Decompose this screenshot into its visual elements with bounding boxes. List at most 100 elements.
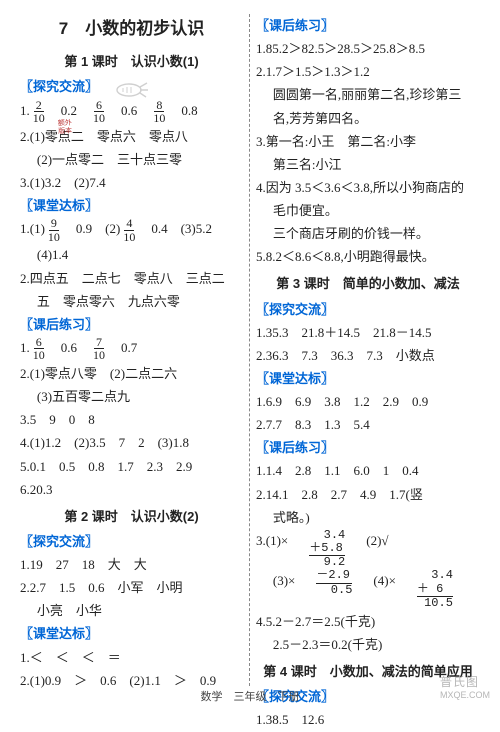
text: 0.6 bbox=[108, 103, 137, 118]
answer-line: 2.7.7 8.3 1.3 5.4 bbox=[256, 413, 480, 436]
text: 0.4 (3)5.2 bbox=[138, 221, 212, 236]
page: 7 小数的初步认识 第 1 课时 认识小数(1) 〖探究交流〗 1.210 0.… bbox=[0, 0, 500, 708]
section-kehou: 〖课后练习〗 bbox=[20, 313, 243, 336]
answer-line: 3.第一名:小王 第二名:小李 bbox=[256, 130, 480, 153]
answer-line: 圆圆第一名,丽丽第二名,珍珍第三 bbox=[256, 83, 480, 106]
numerator: 9 bbox=[49, 217, 59, 231]
numerator: 2 bbox=[34, 99, 44, 113]
denominator: 10 bbox=[121, 231, 137, 244]
answer-line: 2.14.1 2.8 2.7 4.9 1.7(竖 bbox=[256, 483, 480, 506]
lesson-3-title: 第 3 课时 简单的小数加、减法 bbox=[256, 272, 480, 295]
section-tanjiu: 〖探究交流〗 bbox=[256, 298, 480, 321]
numerator: 4 bbox=[124, 217, 134, 231]
item-prefix: 3.(1)× bbox=[256, 533, 301, 548]
answer-line: 1.6.9 6.9 3.8 1.2 2.9 0.9 bbox=[256, 390, 480, 413]
math-row: 9.2 bbox=[309, 555, 345, 569]
fraction: 210 bbox=[31, 99, 47, 125]
watermark-sub: MXQE.COM bbox=[440, 690, 490, 700]
math-row: －2.9 bbox=[316, 568, 350, 582]
math-row: ＋ 6 bbox=[417, 582, 451, 596]
denominator: 10 bbox=[91, 112, 107, 125]
text: 0.9 (2) bbox=[63, 221, 120, 236]
answer-line: 5.8.2＜8.6＜8.8,小明跑得最快。 bbox=[256, 245, 480, 268]
answer-line: 2.1.7＞1.5＞1.3＞1.2 bbox=[256, 60, 480, 83]
answer-line: 式略。) bbox=[256, 506, 480, 529]
carrot-icon bbox=[115, 75, 149, 101]
text: (2)√ bbox=[353, 533, 388, 548]
answer-line: 1.1.4 2.8 1.1 6.0 1 0.4 bbox=[256, 459, 480, 482]
lesson-1-title: 第 1 课时 认识小数(1) bbox=[20, 50, 243, 73]
answer-line: 毛巾便宜。 bbox=[256, 199, 480, 222]
denominator: 10 bbox=[151, 112, 167, 125]
text: 0.2 bbox=[48, 103, 77, 118]
lesson-2-title: 第 2 课时 认识小数(2) bbox=[20, 505, 243, 528]
answer-line: 1.85.2＞82.5＞28.5＞25.8＞8.5 bbox=[256, 37, 480, 60]
chapter-title: 7 小数的初步认识 bbox=[20, 14, 243, 44]
answer-line: 6.20.3 bbox=[20, 478, 243, 501]
answer-line: 2.四点五 二点七 零点八 三点二 bbox=[20, 267, 243, 290]
fraction: 710 bbox=[91, 336, 107, 362]
item-prefix: 1. bbox=[20, 340, 30, 355]
numerator: 6 bbox=[34, 336, 44, 350]
text: (4)× bbox=[360, 573, 409, 588]
denominator: 10 bbox=[31, 349, 47, 362]
answer-line: 4.(1)1.2 (2)3.5 7 2 (3)1.8 bbox=[20, 431, 243, 454]
math-row: ＋5.8 bbox=[309, 541, 343, 555]
fraction: 810 bbox=[151, 99, 167, 125]
answer-line: 1.38.5 12.6 bbox=[256, 708, 480, 731]
answer-line: 1.(1)910 0.9 (2)410 0.4 (3)5.2 bbox=[20, 217, 243, 243]
answer-line: 3.5 9 0 8 bbox=[20, 408, 243, 431]
math-row: 10.5 bbox=[417, 596, 453, 610]
fraction: 910 bbox=[46, 217, 62, 243]
right-column: 〖课后练习〗 1.85.2＞82.5＞28.5＞25.8＞8.5 2.1.7＞1… bbox=[250, 14, 486, 686]
item-prefix: (3)× bbox=[273, 573, 309, 588]
left-column: 7 小数的初步认识 第 1 课时 认识小数(1) 〖探究交流〗 1.210 0.… bbox=[14, 14, 250, 686]
watermark-text: 普氏图 bbox=[440, 675, 479, 689]
denominator: 10 bbox=[91, 349, 107, 362]
vertical-math: 3.4 ＋5.8 9.2 bbox=[309, 529, 345, 570]
answer-line: 五 零点零六 九点六零 bbox=[20, 290, 243, 313]
text: 0.6 bbox=[48, 340, 77, 355]
answer-line: (3)× －2.9 0.5 (4)× 3.4 ＋ 6 10.5 bbox=[256, 569, 480, 610]
answer-line: 1.35.3 21.8＋14.5 21.8－14.5 bbox=[256, 321, 480, 344]
section-kehou: 〖课后练习〗 bbox=[256, 14, 480, 37]
fraction: 410 bbox=[121, 217, 137, 243]
math-row: 0.5 bbox=[316, 583, 352, 597]
text: 0.7 bbox=[108, 340, 137, 355]
page-footer: 数学 三年级 下册 bbox=[0, 688, 500, 704]
text: 0.8 bbox=[168, 103, 197, 118]
section-ketang: 〖课堂达标〗 bbox=[256, 367, 480, 390]
fraction: 610 bbox=[31, 336, 47, 362]
math-row: 3.4 bbox=[417, 568, 453, 582]
answer-line: 小亮 小华 bbox=[20, 599, 243, 622]
item-prefix: 1. bbox=[20, 103, 30, 118]
vertical-math: 3.4 ＋ 6 10.5 bbox=[417, 569, 453, 610]
answer-line: 3.(1)3.2 (2)7.4 bbox=[20, 171, 243, 194]
stamp-overlay: 额外 版本 bbox=[58, 120, 73, 136]
answer-line: 三个商店牙刷的价钱一样。 bbox=[256, 222, 480, 245]
answer-line: 2.5－2.3＝0.2(千克) bbox=[256, 633, 480, 656]
answer-line: 5.0.1 0.5 0.8 1.7 2.3 2.9 bbox=[20, 455, 243, 478]
answer-line: 2.(1)零点二 零点六 零点八 bbox=[20, 125, 243, 148]
answer-line: 2.(1)零点八零 (2)二点二六 bbox=[20, 362, 243, 385]
denominator: 10 bbox=[46, 231, 62, 244]
answer-line: (2)一点零二 三十点三零 bbox=[20, 148, 243, 171]
answer-line: (3)五百零二点九 bbox=[20, 385, 243, 408]
watermark: 普氏图 MXQE.COM bbox=[440, 673, 490, 700]
denominator: 10 bbox=[31, 112, 47, 125]
answer-line: 4.因为 3.5＜3.6＜3.8,所以小狗商店的 bbox=[256, 176, 480, 199]
numerator: 8 bbox=[154, 99, 164, 113]
math-row: 3.4 bbox=[309, 528, 345, 542]
item-prefix: 1.(1) bbox=[20, 221, 45, 236]
answer-line: 2.36.3 7.3 36.3 7.3 小数点 bbox=[256, 344, 480, 367]
answer-line: 1.＜ ＜ ＜ ＝ bbox=[20, 646, 243, 669]
answer-line: 4.5.2－2.7＝2.5(千克) bbox=[256, 610, 480, 633]
answer-line: 3.(1)× 3.4 ＋5.8 9.2 (2)√ bbox=[256, 529, 480, 570]
section-ketang: 〖课堂达标〗 bbox=[20, 622, 243, 645]
fraction: 610 bbox=[91, 99, 107, 125]
answer-line: 1.210 0.2 610 0.6 810 0.8 bbox=[20, 99, 243, 125]
answer-line: 1.19 27 18 大 大 bbox=[20, 553, 243, 576]
answer-line: (4)1.4 bbox=[20, 243, 243, 266]
section-ketang: 〖课堂达标〗 bbox=[20, 194, 243, 217]
stamp-line: 版本 bbox=[58, 126, 72, 134]
